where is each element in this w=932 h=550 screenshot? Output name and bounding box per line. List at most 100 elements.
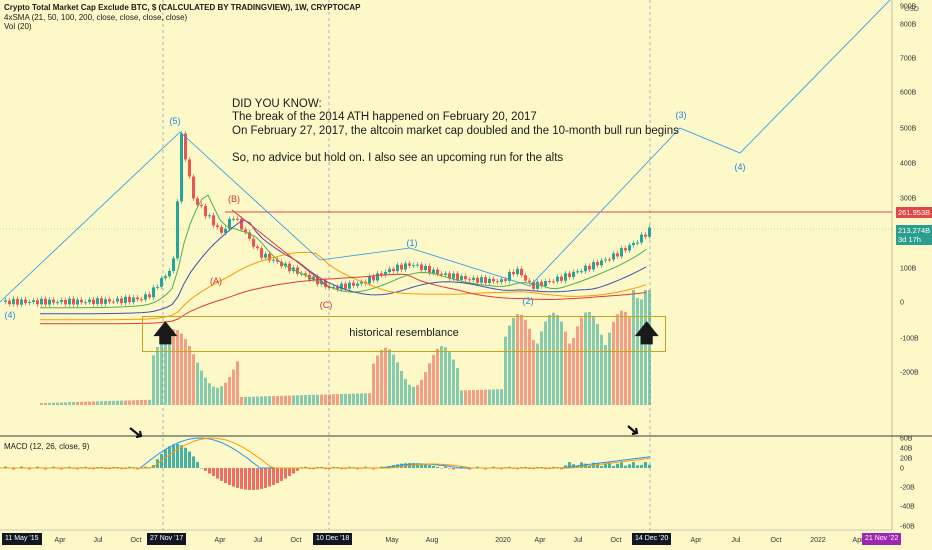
volume-bar	[368, 393, 371, 405]
candle-body	[92, 299, 95, 305]
candle-body	[608, 259, 611, 261]
volume-bar	[320, 394, 323, 405]
macd-histogram-bar	[128, 466, 131, 468]
macd-histogram-bar	[328, 468, 331, 470]
volume-bar	[396, 362, 399, 405]
volume-bar	[612, 321, 615, 405]
note-line: On February 27, 2017, the altcoin market…	[232, 124, 679, 137]
macd-indicator-label[interactable]: MACD (12, 26, close, 9)	[4, 442, 90, 451]
volume-bar	[464, 390, 467, 405]
sma100-line	[40, 251, 647, 321]
volume-bar	[260, 396, 263, 405]
macd-histogram-bar	[256, 468, 259, 490]
candle-body	[452, 273, 455, 279]
volume-bar	[60, 402, 63, 405]
candle-body	[76, 299, 79, 305]
macd-histogram-bar	[100, 466, 103, 468]
time-tick-label: Apr	[535, 537, 547, 544]
macd-histogram-bar	[168, 446, 171, 468]
candle-body	[460, 275, 463, 280]
did-you-know-note: DID YOU KNOW: The break of the 2014 ATH …	[232, 98, 679, 165]
macd-histogram-bar	[532, 468, 535, 470]
candle-body	[560, 276, 563, 281]
macd-histogram-bar	[284, 468, 287, 479]
volume-bar	[624, 311, 627, 405]
macd-histogram-bar	[184, 447, 187, 468]
macd-histogram-bar	[568, 462, 571, 468]
candle-body	[496, 281, 499, 283]
candle-body	[592, 262, 595, 270]
candle-body	[636, 242, 639, 244]
candle-body	[408, 263, 411, 266]
candle-body	[536, 281, 539, 289]
macd-histogram-bar	[448, 468, 451, 469]
volume-bar	[596, 323, 599, 405]
volume-bar	[328, 394, 331, 405]
candle-body	[416, 264, 419, 266]
candle-body	[216, 225, 219, 227]
volume-bar	[156, 347, 159, 405]
macd-histogram-bar	[216, 468, 219, 479]
volume-bar	[620, 310, 623, 405]
candle-body	[236, 218, 239, 220]
candle-body	[504, 279, 507, 281]
volume-bar	[272, 396, 275, 405]
volume-bar	[448, 352, 451, 405]
candle-body	[640, 234, 643, 243]
candle-body	[528, 280, 531, 282]
volume-indicator-label[interactable]: Vol (20)	[4, 22, 32, 31]
volume-bar	[512, 317, 515, 405]
candle-body	[632, 242, 635, 246]
volume-bar	[388, 349, 391, 405]
macd-histogram-bar	[288, 468, 291, 477]
volume-bar	[564, 331, 567, 405]
candle-body	[104, 299, 107, 304]
macd-histogram-bar	[224, 468, 227, 484]
candle-body	[84, 302, 87, 304]
volume-bar	[288, 395, 291, 405]
candle-body	[432, 269, 435, 274]
last-price-badge: 213.274B	[896, 225, 932, 236]
macd-line	[0, 437, 651, 469]
macd-histogram-bar	[400, 463, 403, 468]
macd-histogram-bar	[440, 467, 443, 469]
volume-bar	[568, 343, 571, 405]
sma-indicator-label[interactable]: 4xSMA (21, 50, 100, 200, close, close, c…	[4, 13, 188, 22]
volume-bar	[76, 401, 79, 405]
time-tick-label: Apr	[853, 537, 865, 544]
macd-histogram-bar	[280, 468, 283, 481]
macd-histogram-bar	[296, 468, 299, 471]
volume-bar	[364, 393, 367, 405]
candle-body	[372, 276, 375, 281]
volume-bar	[216, 387, 219, 405]
macd-histogram-bar	[68, 466, 71, 468]
candle-body	[208, 215, 211, 217]
volume-bar	[88, 401, 91, 405]
macd-histogram-bar	[248, 468, 251, 490]
sma21-line	[40, 194, 647, 309]
volume-bar	[312, 394, 315, 405]
candle-body	[228, 218, 231, 229]
macd-histogram-bar	[588, 465, 591, 468]
macd-histogram-bar	[60, 468, 63, 470]
macd-histogram-bar	[628, 464, 631, 468]
volume-bar	[132, 400, 135, 405]
down-arrow-icon	[129, 427, 143, 439]
volume-bar	[544, 321, 547, 405]
candle-body	[628, 245, 631, 251]
price-tick-label: 900B	[900, 4, 917, 11]
volume-bar	[128, 400, 131, 405]
time-tick-label: 2020	[495, 537, 511, 544]
candle-body	[436, 269, 439, 274]
candle-body	[440, 273, 443, 275]
volume-bar	[404, 378, 407, 405]
macd-histogram-bar	[640, 464, 643, 468]
macd-histogram-bar	[172, 444, 175, 468]
candle-body	[568, 273, 571, 277]
candle-body	[196, 198, 199, 205]
volume-bar	[332, 394, 335, 405]
volume-bar	[632, 290, 635, 405]
candle-body	[600, 260, 603, 266]
volume-bar	[384, 347, 387, 405]
